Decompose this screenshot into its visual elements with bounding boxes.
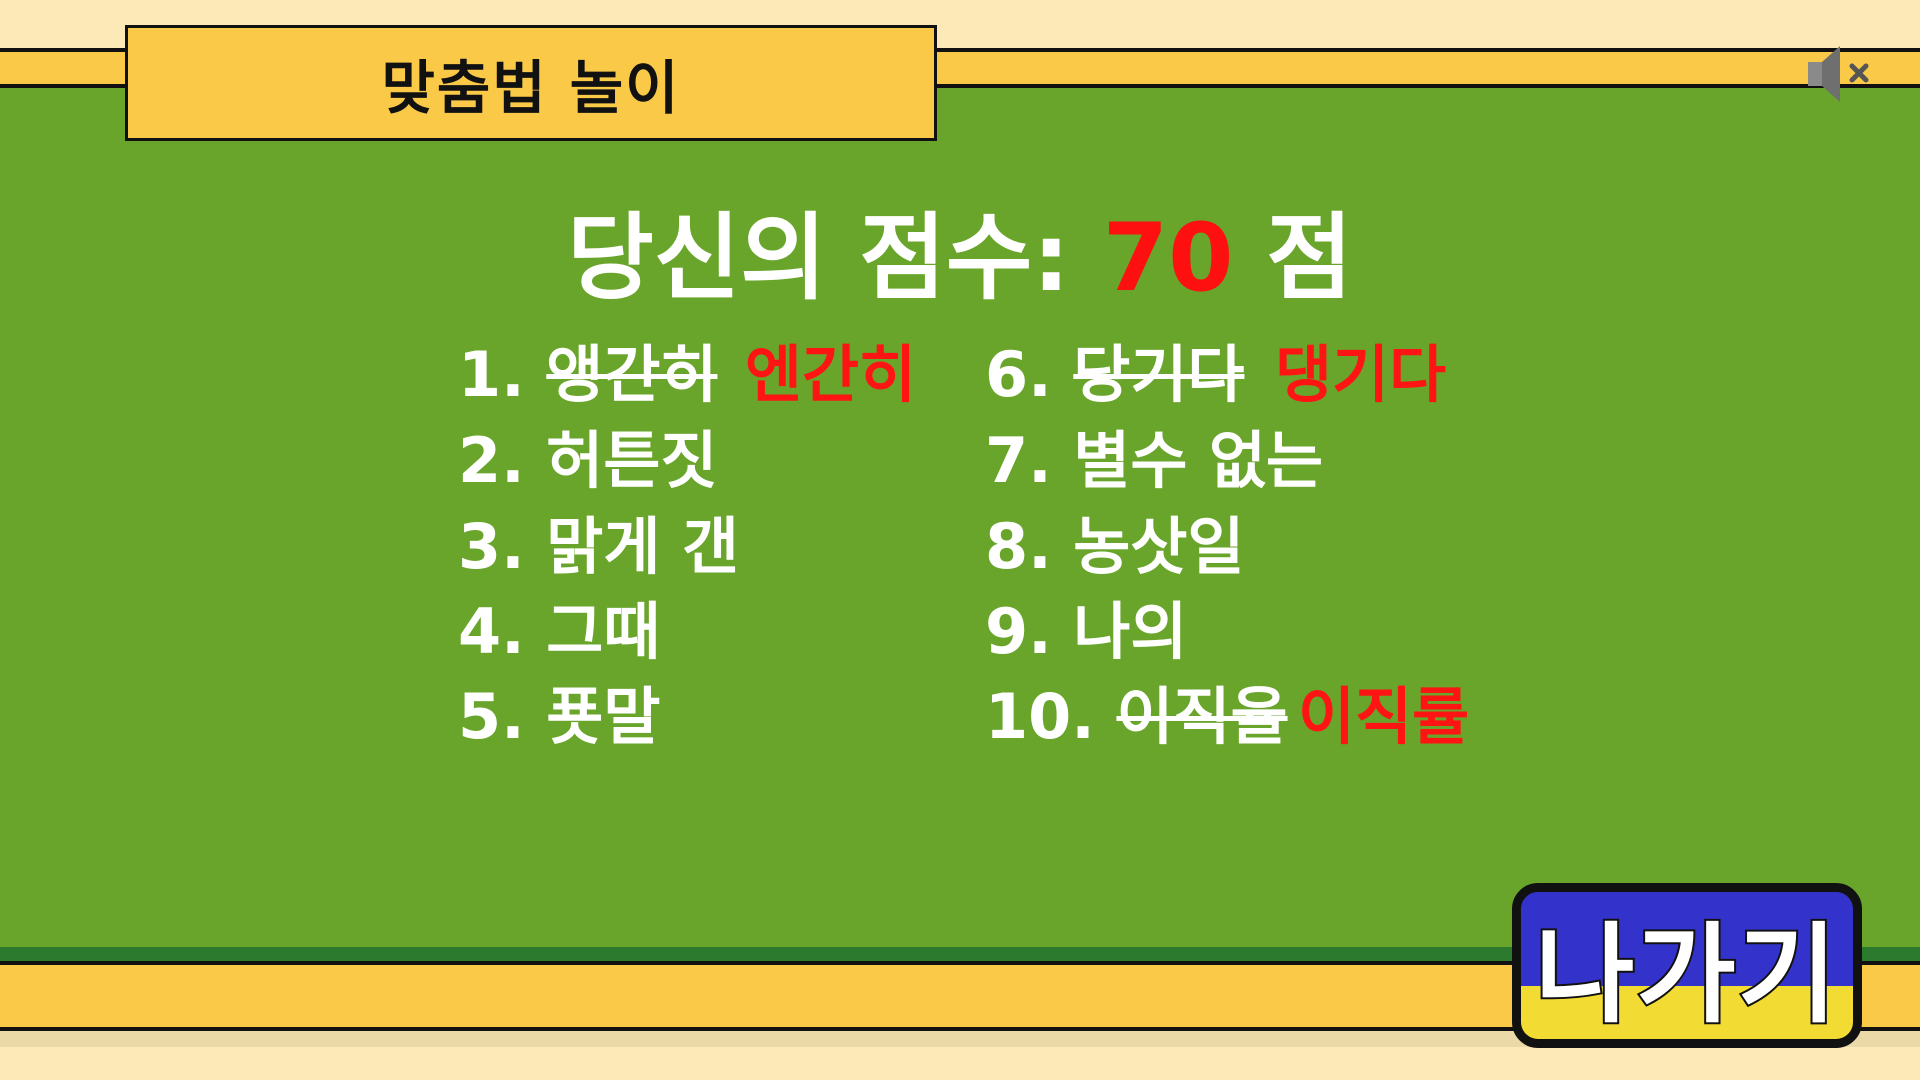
chalkboard (0, 84, 1920, 954)
answer-text: 맑게 갠 (546, 510, 740, 583)
answer-correction: 이직률 (1298, 680, 1470, 753)
speaker-muted-icon[interactable] (1800, 38, 1880, 108)
answer-text: 푯말 (546, 680, 661, 753)
answer-item: 6. 당기다 댕기다 (985, 335, 1446, 415)
game-title: 맞춤법 놀이 (125, 25, 937, 141)
answer-item: 3. 맑게 갠 (458, 507, 739, 587)
answer-number: 3. (458, 510, 525, 583)
answer-text: 나의 (1073, 595, 1188, 668)
answer-item: 10. 이직율 이직률 (985, 677, 1469, 757)
chalkboard-edge (0, 947, 1920, 961)
score-prefix: 당신의 점수: (567, 204, 1103, 313)
answer-number: 2. (458, 424, 525, 497)
answer-text: 그때 (546, 595, 661, 668)
exit-button-label: 나가기 (1533, 911, 1840, 1040)
answer-number: 10. (985, 680, 1095, 753)
answer-number: 8. (985, 510, 1052, 583)
answer-item: 9. 나의 (985, 592, 1187, 672)
score-line: 당신의 점수: 70 점 (0, 182, 1920, 318)
answer-item: 8. 농삿일 (985, 507, 1244, 587)
answer-item: 2. 허튼짓 (458, 421, 717, 501)
score-value: 70 (1102, 204, 1234, 313)
answer-text: 별수 없는 (1073, 424, 1324, 497)
answer-correction: 댕기다 (1275, 338, 1447, 411)
answer-item: 7. 별수 없는 (985, 421, 1323, 501)
bottom-shadow (0, 1031, 1920, 1047)
answer-correction: 엔간히 (745, 338, 917, 411)
exit-button[interactable]: 나가기 (1512, 883, 1862, 1048)
answer-number: 1. (458, 338, 525, 411)
answer-item: 4. 그때 (458, 592, 660, 672)
answer-number: 7. (985, 424, 1052, 497)
score-suffix: 점 (1233, 204, 1353, 313)
answer-text: 농삿일 (1073, 510, 1245, 583)
answer-number: 9. (985, 595, 1052, 668)
answer-text: 이직율 (1116, 680, 1288, 753)
answer-text: 당기다 (1073, 338, 1245, 411)
answer-number: 4. (458, 595, 525, 668)
answer-text: 허튼짓 (546, 424, 718, 497)
answer-text: 앵간히 (546, 338, 718, 411)
answer-item: 5. 푯말 (458, 677, 660, 757)
game-title-text: 맞춤법 놀이 (381, 54, 681, 122)
answer-item: 1. 앵간히 엔간히 (458, 335, 916, 415)
answer-number: 6. (985, 338, 1052, 411)
answer-number: 5. (458, 680, 525, 753)
